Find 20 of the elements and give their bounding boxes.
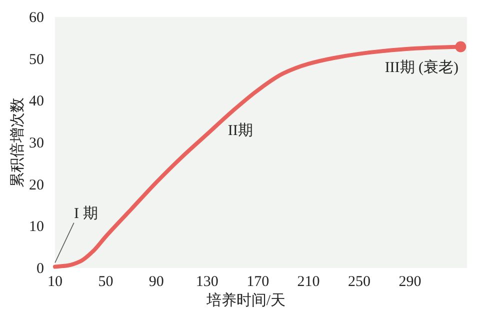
y-tick-label: 30 <box>29 136 44 152</box>
x-tick-label: 210 <box>297 274 320 290</box>
y-tick-label: 40 <box>29 94 44 110</box>
y-tick-label: 0 <box>36 261 44 277</box>
y-tick-label: 10 <box>29 219 44 236</box>
y-tick-label: 50 <box>29 52 44 68</box>
x-tick-label: 250 <box>348 274 370 290</box>
y-tick-label: 60 <box>29 10 44 26</box>
x-axis-title: 培养时间/天 <box>205 292 286 309</box>
x-tick-label: 170 <box>246 274 270 290</box>
x-tick-label: 290 <box>398 274 422 290</box>
x-tick-label: 10 <box>48 274 62 290</box>
annotation: I 期 <box>74 204 98 222</box>
annotation: II期 <box>228 122 253 139</box>
annotation: III期 (衰老) <box>384 59 459 76</box>
x-tick-label: 130 <box>196 274 218 290</box>
x-tick-label: 50 <box>98 274 114 290</box>
y-tick-label: 20 <box>29 177 44 194</box>
x-tick-label: 90 <box>148 274 164 290</box>
y-axis-title: 累积倍增次数 <box>9 98 26 188</box>
